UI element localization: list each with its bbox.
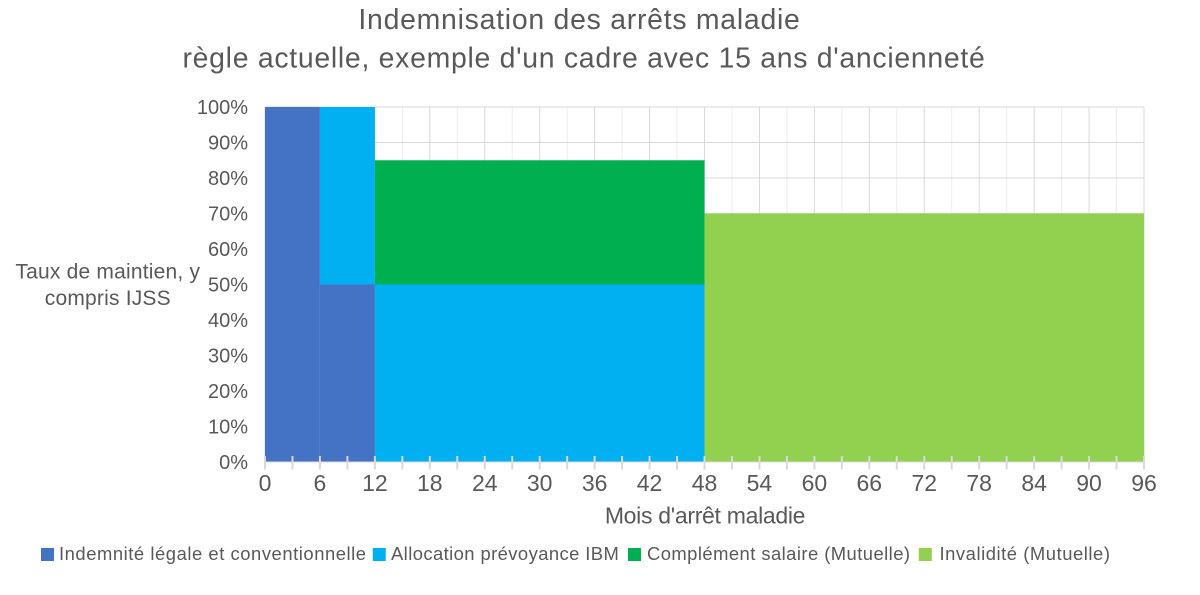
svg-text:78: 78 [966, 470, 992, 496]
svg-text:90: 90 [1076, 470, 1102, 496]
svg-text:84: 84 [1021, 470, 1047, 496]
svg-text:60%: 60% [208, 239, 248, 261]
svg-text:60: 60 [802, 470, 828, 496]
svg-text:10%: 10% [208, 416, 248, 438]
svg-text:20%: 20% [208, 381, 248, 403]
svg-text:Mois d'arrêt maladie: Mois d'arrêt maladie [605, 503, 805, 529]
svg-text:42: 42 [637, 470, 663, 496]
svg-text:0%: 0% [219, 452, 248, 474]
svg-text:54: 54 [747, 470, 773, 496]
svg-text:Invalidité (Mutuelle): Invalidité (Mutuelle) [940, 543, 1111, 564]
svg-text:90%: 90% [208, 132, 248, 154]
svg-text:48: 48 [692, 470, 718, 496]
svg-text:0: 0 [259, 470, 272, 496]
svg-text:70%: 70% [208, 203, 248, 225]
svg-text:Taux de maintien, y: Taux de maintien, y [15, 261, 200, 284]
svg-text:24: 24 [472, 470, 498, 496]
svg-text:Complément salaire (Mutuelle): Complément salaire (Mutuelle) [647, 543, 910, 564]
svg-text:80%: 80% [208, 168, 248, 190]
svg-text:Allocation prévoyance IBM: Allocation prévoyance IBM [391, 543, 619, 564]
svg-text:96: 96 [1131, 470, 1157, 496]
svg-text:36: 36 [582, 470, 608, 496]
svg-text:règle actuelle, exemple d'un c: règle actuelle, exemple d'un cadre avec … [182, 43, 985, 75]
svg-text:72: 72 [911, 470, 937, 496]
svg-text:Indemnité légale et convention: Indemnité légale et conventionnelle [59, 543, 367, 564]
svg-text:Indemnisation des arrêts malad: Indemnisation des arrêts maladie [358, 4, 800, 36]
svg-text:12: 12 [362, 470, 388, 496]
svg-text:100%: 100% [197, 97, 248, 119]
svg-text:30: 30 [527, 470, 553, 496]
svg-text:6: 6 [314, 470, 327, 496]
svg-text:compris IJSS: compris IJSS [45, 287, 171, 310]
svg-text:50%: 50% [208, 274, 248, 296]
svg-text:40%: 40% [208, 310, 248, 332]
svg-text:66: 66 [857, 470, 883, 496]
svg-text:30%: 30% [208, 345, 248, 367]
svg-text:18: 18 [417, 470, 443, 496]
